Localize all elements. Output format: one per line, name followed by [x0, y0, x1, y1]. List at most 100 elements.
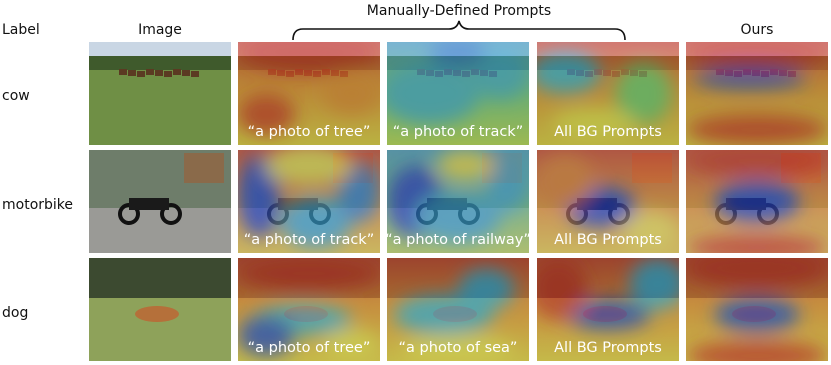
heat-blobs [238, 42, 380, 135]
heat-blobs [238, 258, 380, 361]
caption: All BG Prompts [554, 232, 662, 248]
heat-blob [323, 72, 380, 115]
heat-blob [280, 196, 352, 248]
caption: “a photo of tree” [248, 340, 371, 356]
heat-blob [686, 150, 828, 176]
row-label: dog [2, 305, 28, 321]
heat-blob [686, 114, 828, 145]
heat-blobs [387, 150, 529, 243]
brace [292, 20, 626, 41]
heat-blob [415, 191, 501, 243]
heat-blobs [686, 150, 828, 253]
heat-blob [686, 235, 828, 253]
heat-blob [238, 155, 281, 238]
heat-blobs [537, 155, 679, 253]
heat-blob [238, 93, 295, 135]
heat-blob [238, 42, 380, 73]
caption: “a photo of track” [393, 124, 523, 140]
caption: All BG Prompts [554, 124, 662, 140]
heat-blob [686, 340, 828, 361]
heat-overlay [537, 150, 679, 253]
header-prompts: Manually-Defined Prompts [367, 3, 551, 19]
heat-overlay [686, 42, 828, 145]
heatmap [238, 42, 380, 145]
heat-overlay [387, 150, 529, 253]
heat-blobs [686, 42, 828, 145]
heat-blob [436, 150, 494, 181]
heat-blob [337, 160, 380, 223]
heat-blob [238, 258, 380, 289]
heat-blobs [537, 258, 679, 331]
heat-overlay [387, 42, 529, 145]
grass [89, 70, 231, 145]
photo [89, 258, 231, 361]
row-label: cow [2, 88, 30, 104]
dog [135, 306, 179, 322]
heat-blobs [686, 258, 828, 361]
heatmap [537, 258, 679, 361]
heat-blob [551, 108, 637, 140]
heat-blob [615, 62, 672, 125]
heat-blob [714, 180, 800, 223]
bike-body [129, 198, 169, 210]
caption: “a photo of track” [244, 232, 374, 248]
cow [128, 70, 136, 76]
heat-overlay [238, 258, 380, 361]
row-label: motorbike [2, 197, 73, 213]
heat-blobs [238, 150, 380, 248]
heat-blobs [537, 52, 672, 140]
cow [164, 71, 172, 77]
heat-blob [486, 150, 529, 212]
heat-blob [537, 52, 601, 94]
heatmap [537, 150, 679, 253]
heat-blob [629, 258, 679, 310]
heatmap [686, 150, 828, 253]
heat-overlay [537, 42, 679, 145]
cow [173, 69, 181, 75]
heatmap [238, 150, 380, 253]
trees [89, 56, 231, 70]
heat-overlay [686, 258, 828, 361]
caption: “a photo of sea” [399, 340, 518, 356]
heat-blob [323, 330, 380, 361]
heatmap [686, 258, 828, 361]
heatmap [387, 258, 529, 361]
header-label: Label [2, 22, 40, 38]
heat-blob [686, 258, 828, 287]
heat-overlay [238, 42, 380, 145]
heatmap [387, 42, 529, 145]
cow [137, 71, 145, 77]
heat-blob [622, 211, 679, 253]
cow [119, 69, 127, 75]
photo [89, 42, 231, 145]
heat-blob [714, 297, 800, 333]
heat-overlay [387, 258, 529, 361]
heatmap [537, 42, 679, 145]
heatmap [238, 258, 380, 361]
header-image: Image [138, 22, 182, 38]
trees [89, 258, 231, 298]
wheel [160, 203, 182, 225]
heat-blob [429, 42, 487, 68]
cow [182, 70, 190, 76]
heat-blob [537, 155, 594, 207]
heatmap [387, 150, 529, 253]
heat-blob [537, 258, 587, 320]
heat-blob [565, 299, 651, 331]
caption: “a photo of tree” [248, 124, 371, 140]
heat-blob [387, 62, 480, 125]
heat-blobs [387, 42, 529, 125]
heat-blob [458, 268, 515, 310]
heatmap [686, 42, 828, 145]
heat-blob [686, 42, 828, 68]
heat-overlay [238, 150, 380, 253]
heat-blob [693, 67, 807, 89]
caption: All BG Prompts [554, 340, 662, 356]
caption: “a photo of railway” [385, 232, 531, 248]
photo [89, 150, 231, 253]
cow [146, 69, 154, 75]
heat-blob [266, 150, 352, 187]
heat-blob [401, 335, 515, 361]
heat-overlay [537, 258, 679, 361]
